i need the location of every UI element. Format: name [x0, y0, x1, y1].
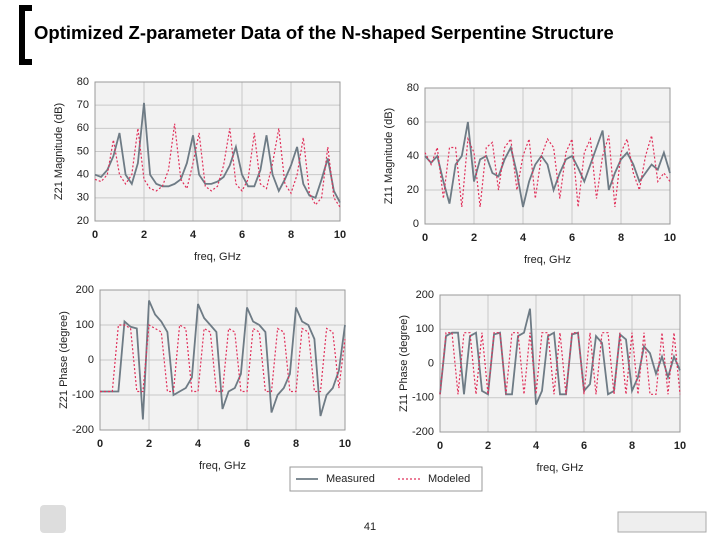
x-tick-label: 0: [92, 229, 98, 241]
x-tick-label: 10: [334, 229, 346, 241]
y-tick-label: 60: [407, 116, 419, 128]
y-tick-label: 50: [77, 145, 89, 157]
x-tick-label: 4: [520, 232, 527, 244]
y-tick-label: 40: [77, 169, 89, 181]
y-tick-label: 100: [416, 323, 434, 335]
x-tick-label: 6: [569, 232, 575, 244]
y-axis-label: Z11 Magnitude (dB): [383, 108, 395, 204]
series-line: [424, 135, 671, 208]
page-number: 41: [364, 521, 376, 533]
y-tick-label: -100: [72, 389, 94, 401]
x-tick-label: 6: [581, 440, 587, 452]
x-axis-label: freq, GHz: [536, 462, 583, 474]
x-tick-label: 2: [141, 229, 147, 241]
y-tick-label: 80: [77, 76, 89, 88]
y-tick-label: -200: [72, 424, 94, 436]
x-axis-label: freq, GHz: [194, 251, 241, 263]
y-tick-label: -100: [412, 392, 434, 404]
x-axis-label: freq, GHz: [524, 254, 571, 266]
x-tick-label: 8: [629, 440, 635, 452]
x-tick-label: 6: [239, 229, 245, 241]
series-line: [439, 308, 681, 405]
y-tick-label: 200: [76, 284, 94, 296]
plot-border: [94, 81, 341, 222]
x-tick-label: 2: [146, 438, 152, 450]
y-tick-label: -200: [412, 426, 434, 438]
logo-left: [40, 505, 66, 533]
x-axis-label: freq, GHz: [199, 460, 246, 472]
x-tick-label: 0: [437, 440, 443, 452]
y-axis-label: Z21 Magnitude (dB): [53, 103, 65, 200]
legend-label: Measured: [326, 473, 375, 485]
x-tick-label: 0: [422, 232, 428, 244]
x-tick-label: 4: [190, 229, 197, 241]
y-tick-label: 20: [407, 184, 419, 196]
title-bracket: [19, 5, 32, 65]
series-line: [424, 121, 671, 208]
y-tick-label: 200: [416, 289, 434, 301]
y-tick-label: 70: [77, 99, 89, 111]
series-line: [439, 332, 681, 395]
series-line: [94, 123, 341, 208]
x-tick-label: 8: [618, 232, 624, 244]
x-tick-label: 4: [195, 438, 202, 450]
x-tick-label: 4: [533, 440, 540, 452]
y-tick-label: 30: [77, 192, 89, 204]
x-tick-label: 10: [674, 440, 686, 452]
y-axis-label: Z11 Phase (degree): [398, 315, 410, 412]
plot-border: [439, 294, 681, 433]
y-tick-label: 0: [413, 218, 419, 230]
legend-box: [289, 466, 483, 492]
series-line: [100, 300, 346, 420]
logo-right: [617, 511, 707, 533]
y-tick-label: 0: [88, 354, 94, 366]
x-tick-label: 2: [485, 440, 491, 452]
x-tick-label: 8: [293, 438, 299, 450]
x-tick-label: 0: [97, 438, 103, 450]
y-tick-label: 60: [77, 122, 89, 134]
plot-border: [99, 289, 346, 431]
x-tick-label: 2: [471, 232, 477, 244]
y-tick-label: 80: [407, 82, 419, 94]
x-tick-label: 8: [288, 229, 294, 241]
y-tick-label: 0: [428, 357, 434, 369]
legend-label: Modeled: [428, 473, 470, 485]
y-tick-label: 40: [407, 150, 419, 162]
x-tick-label: 6: [244, 438, 250, 450]
y-tick-label: 20: [77, 215, 89, 227]
y-axis-label: Z21 Phase (degree): [58, 311, 70, 409]
y-tick-label: 100: [76, 319, 94, 331]
x-tick-label: 10: [664, 232, 676, 244]
x-tick-label: 10: [339, 438, 351, 450]
slide-title: Optimized Z-parameter Data of the N-shap…: [34, 22, 614, 43]
series-line: [100, 324, 346, 393]
